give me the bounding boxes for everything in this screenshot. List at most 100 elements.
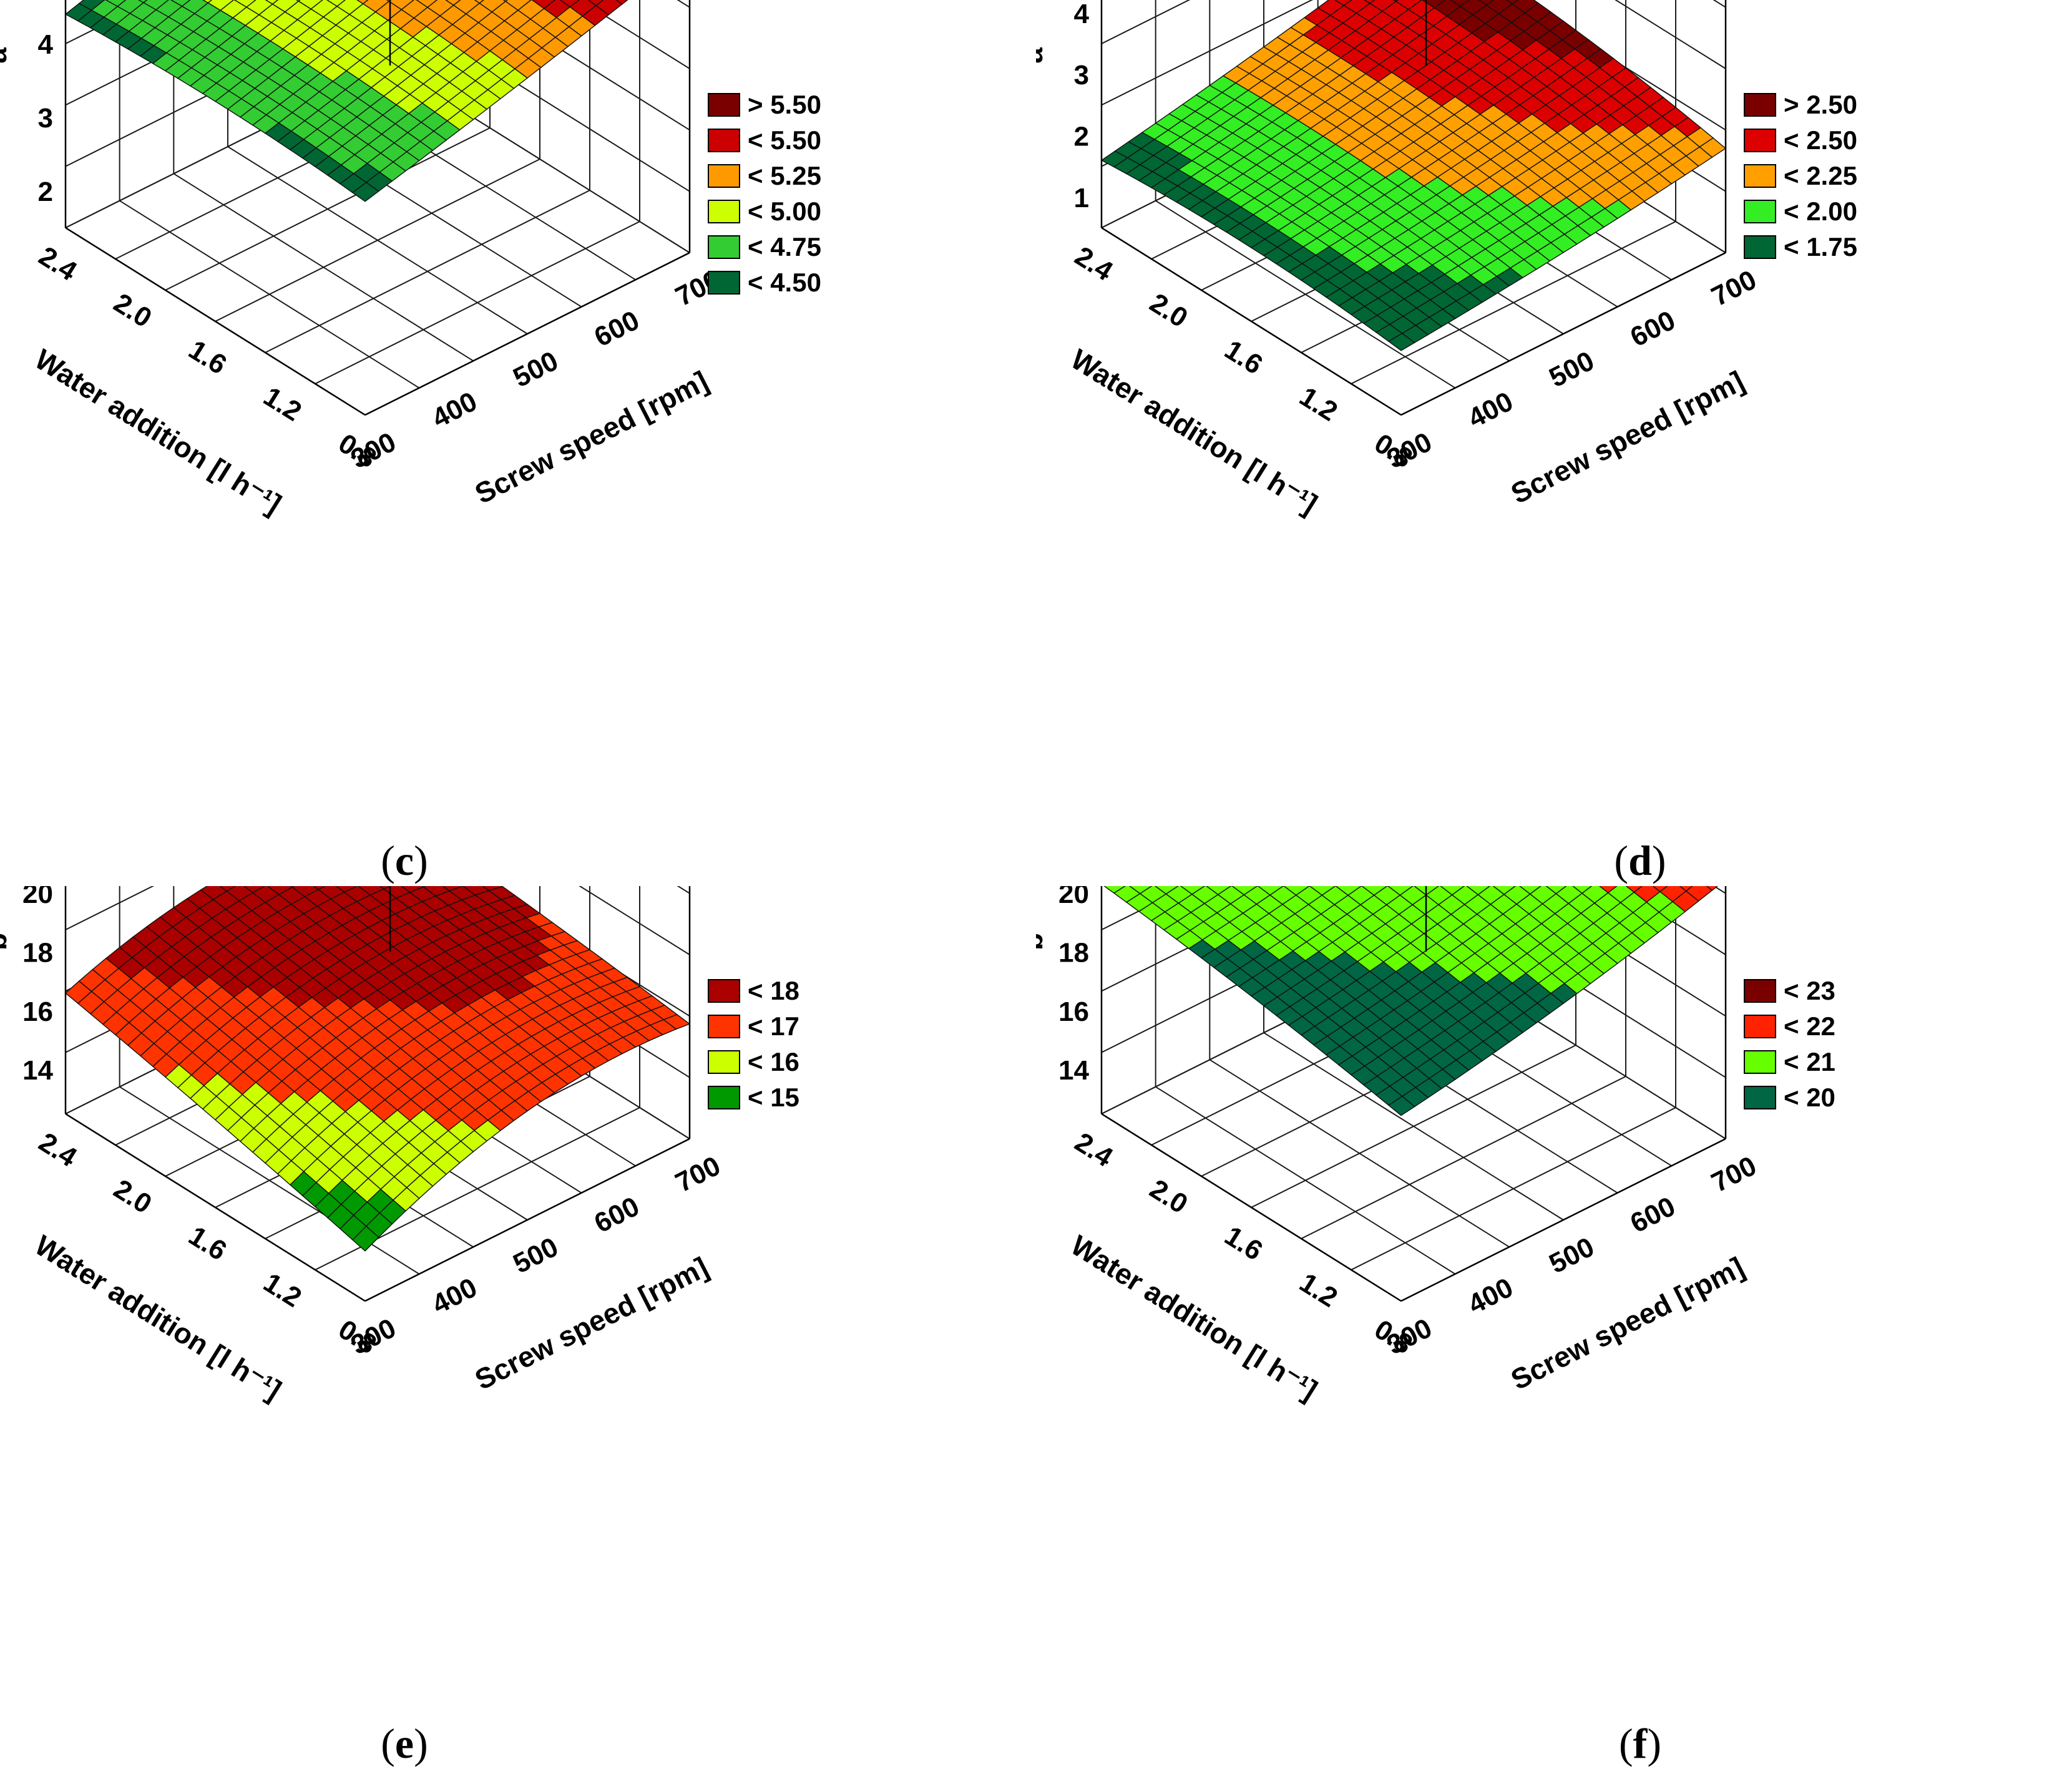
- legend-swatch: [1744, 200, 1776, 223]
- x-axis-label: Screw speed [rpm]: [1506, 364, 1749, 510]
- y-tick-label: 2.0: [109, 288, 157, 334]
- legend-swatch: [708, 1086, 740, 1109]
- z-axis-label: a*: [0, 36, 12, 64]
- chart-panel-f: 3004005006007000.81.21.62.02.41416182022…: [1036, 886, 2072, 1697]
- legend: < 23 < 22 < 21 < 20: [1744, 976, 1835, 1112]
- legend-swatch: [1744, 979, 1776, 1003]
- surface-cell: [1478, 0, 1495, 6]
- z-tick-label: 2: [1074, 122, 1089, 152]
- surface-cell: [1679, 886, 1693, 892]
- y-tick-label: 2.4: [1070, 241, 1118, 287]
- z-tick-label: 20: [22, 886, 53, 909]
- x-tick-label: 500: [1545, 346, 1600, 394]
- legend-label: > 5.50: [748, 90, 821, 119]
- x-tick-label: 700: [1707, 265, 1762, 313]
- y-tick-label: 1.2: [1294, 1267, 1343, 1314]
- x-tick-label: 700: [671, 1151, 726, 1199]
- legend-swatch: [708, 1050, 740, 1074]
- legend-label: < 5.50: [748, 125, 821, 155]
- axes: [64, 0, 691, 416]
- y-tick-label: 1.2: [258, 1267, 307, 1314]
- axis-edge: [65, 1113, 366, 1302]
- caption-d: (d): [1614, 837, 1666, 884]
- x-tick-label: 400: [428, 1272, 482, 1320]
- y-tick-label: 1.6: [1219, 334, 1268, 381]
- surface-plot-e: 3004005006007000.81.21.62.02.41416182022…: [0, 886, 799, 1406]
- z-tick-label: 3: [38, 103, 53, 134]
- y-tick-label: 2.0: [1145, 288, 1193, 334]
- legend-swatch: [1744, 1086, 1776, 1109]
- surface-cell: [615, 0, 628, 5]
- grid-line: [1615, 0, 1726, 69]
- surface-cell: [1363, 0, 1376, 4]
- z-tick-label: 2: [38, 177, 53, 207]
- caption-letter: d: [1628, 837, 1652, 884]
- z-tick-label: 4: [38, 29, 54, 60]
- x-axis-label: Screw speed [rpm]: [1506, 1250, 1749, 1396]
- caption-letter: e: [394, 1720, 414, 1767]
- x-axis-label: Screw speed [rpm]: [470, 1250, 713, 1396]
- x-tick-label: 500: [1545, 1232, 1600, 1280]
- legend-label: < 21: [1784, 1047, 1835, 1076]
- z-tick-label: 16: [1058, 997, 1089, 1027]
- axis-edge: [65, 227, 366, 416]
- surface-plot-f: 3004005006007000.81.21.62.02.41416182022…: [1036, 886, 1835, 1406]
- legend-swatch: [708, 1015, 740, 1038]
- legend: < 18 < 17 < 16 < 15: [708, 976, 799, 1112]
- legend-swatch: [1744, 235, 1776, 259]
- legend-label: < 23: [1784, 976, 1835, 1005]
- legend-swatch: [708, 93, 740, 117]
- surface-cell: [1387, 1096, 1415, 1116]
- legend-label: < 4.50: [748, 268, 821, 297]
- axis-edge: [1101, 227, 1402, 416]
- axis-edge: [364, 1138, 690, 1302]
- x-tick-label: 600: [590, 305, 645, 353]
- z-tick-label: 14: [22, 1055, 53, 1086]
- legend-label: > 2.50: [1784, 90, 1857, 119]
- legend-swatch: [1744, 1015, 1776, 1038]
- y-axis-label: Water addition [l h⁻¹]: [29, 343, 287, 520]
- z-tick-label: 4: [1074, 0, 1090, 29]
- legend: > 5.50 < 5.50 < 5.25 < 5.00 < 4.75 < 4.50: [708, 90, 821, 297]
- surface-cell: [1387, 333, 1415, 351]
- y-tick-label: 1.2: [258, 381, 307, 427]
- grid-line: [1615, 886, 1726, 955]
- z-tick-label: 14: [1058, 1055, 1089, 1086]
- axis-edge: [364, 251, 690, 416]
- axes: [64, 886, 691, 1302]
- x-tick-label: 600: [1626, 1191, 1681, 1239]
- y-tick-label: 2.4: [34, 1127, 82, 1173]
- axis-edge: [1400, 1138, 1726, 1302]
- y-tick-label: 1.2: [1294, 381, 1343, 427]
- legend: > 2.50 < 2.50 < 2.25 < 2.00 < 1.75: [1744, 90, 1857, 261]
- surface-cell: [474, 0, 485, 4]
- legend-swatch: [708, 200, 740, 223]
- z-tick-label: 20: [1058, 886, 1089, 909]
- surface-mesh: [1103, 886, 1719, 1116]
- surface-cell: [356, 0, 369, 4]
- z-tick-label: 16: [22, 997, 53, 1027]
- legend-label: < 16: [748, 1047, 799, 1076]
- x-axis-label: Screw speed [rpm]: [470, 364, 713, 510]
- axis-edge: [1101, 1113, 1402, 1302]
- legend-swatch: [708, 979, 740, 1003]
- y-tick-label: 1.6: [1219, 1221, 1268, 1267]
- legend-swatch: [1744, 164, 1776, 188]
- grid-line: [579, 886, 690, 955]
- y-tick-label: 2.0: [109, 1174, 157, 1220]
- surface-cell: [1706, 886, 1719, 891]
- grid-line: [579, 0, 690, 69]
- z-axis-label: b*: [1036, 922, 1048, 950]
- surface-cell: [219, 886, 237, 892]
- x-tick-label: 600: [1626, 305, 1681, 353]
- y-tick-label: 1.6: [183, 334, 232, 381]
- surface-mesh: [1100, 0, 1727, 351]
- surface-cell: [587, 0, 604, 6]
- legend-label: < 20: [1784, 1083, 1835, 1112]
- surface-cell: [1652, 886, 1668, 892]
- chart-panel-e: 3004005006007000.81.21.62.02.41416182022…: [0, 886, 1036, 1697]
- surface-cell: [202, 0, 213, 4]
